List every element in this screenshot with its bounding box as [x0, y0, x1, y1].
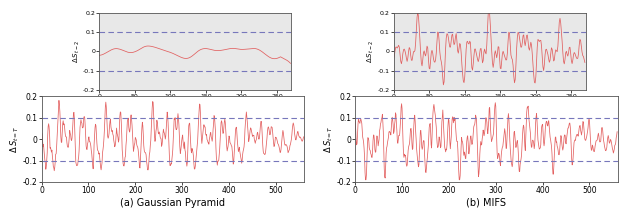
Y-axis label: $\Delta\,S_{t-2}$: $\Delta\,S_{t-2}$	[71, 40, 81, 63]
X-axis label: (a) Gaussian Pyramid: (a) Gaussian Pyramid	[120, 198, 225, 208]
Y-axis label: $\Delta\,S_{t-2}$: $\Delta\,S_{t-2}$	[365, 40, 376, 63]
Y-axis label: $\Delta\,S_{t=T}$: $\Delta\,S_{t=T}$	[323, 125, 335, 153]
X-axis label: (b) MIFS: (b) MIFS	[467, 198, 506, 208]
Y-axis label: $\Delta\,S_{t=T}$: $\Delta\,S_{t=T}$	[9, 125, 21, 153]
